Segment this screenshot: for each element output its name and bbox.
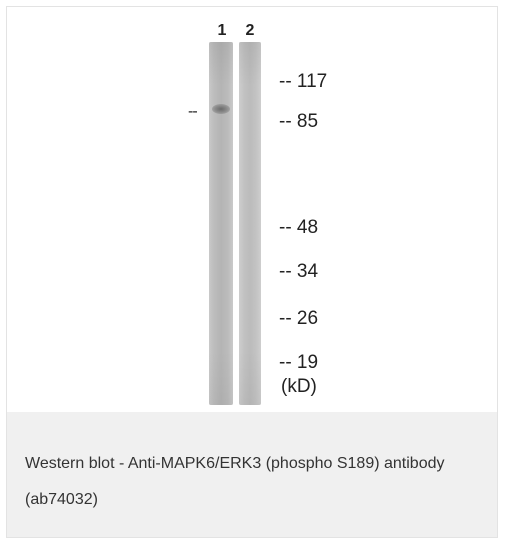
lane-label-2: 2 xyxy=(245,22,255,39)
figure-caption: Western blot - Anti-MAPK6/ERK3 (phospho … xyxy=(25,455,445,508)
mw-marker-34: -- 34 xyxy=(279,261,319,282)
figure-card: 1 2 -- -- 117 -- 85 -- 48 -- 34 -- 26 --… xyxy=(6,6,498,538)
mw-marker-26: -- 26 xyxy=(279,308,319,329)
caption-box: Western blot - Anti-MAPK6/ERK3 (phospho … xyxy=(7,412,497,537)
band-indicator: -- xyxy=(188,103,198,120)
mw-marker-85: -- 85 xyxy=(279,111,319,132)
blot-lane-1 xyxy=(209,42,233,405)
western-blot-image: 1 2 -- -- 117 -- 85 -- 48 -- 34 -- 26 --… xyxy=(7,7,497,412)
lane-label-1: 1 xyxy=(217,22,227,39)
mw-marker-48: -- 48 xyxy=(279,217,319,238)
blot-lane-2 xyxy=(239,42,261,405)
lane-shading xyxy=(209,42,233,405)
mw-marker-19: -- 19 xyxy=(279,352,319,373)
unit-label: (kD) xyxy=(281,376,317,397)
protein-band xyxy=(212,104,230,114)
mw-marker-117: -- 117 xyxy=(279,71,328,92)
lane-shading xyxy=(239,42,261,405)
